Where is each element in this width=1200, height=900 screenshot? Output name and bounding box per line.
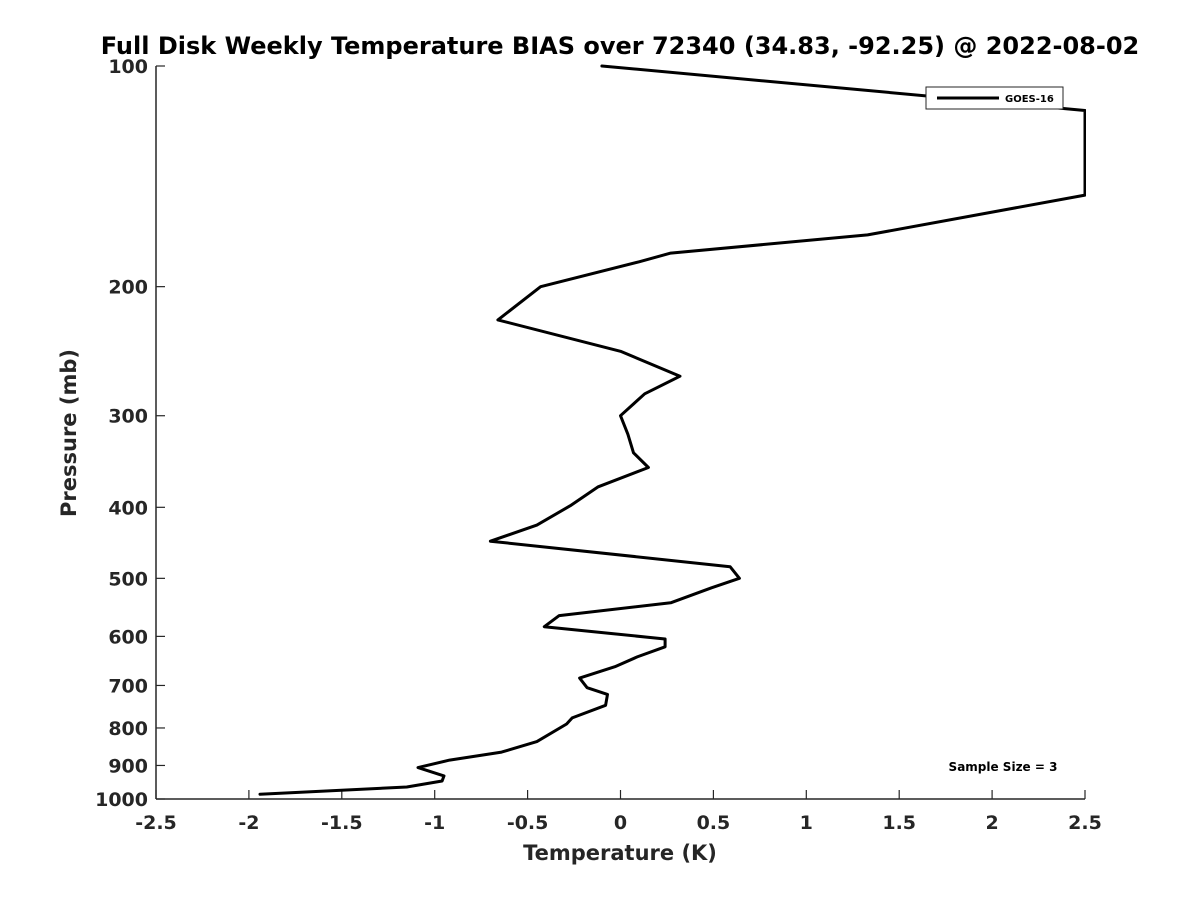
y-tick-label: 200: [108, 277, 148, 299]
x-tick-label: 0.5: [697, 812, 731, 834]
x-tick-label: 2.5: [1068, 812, 1102, 834]
chart-title: Full Disk Weekly Temperature BIAS over 7…: [101, 32, 1140, 60]
legend-label: GOES-16: [1005, 94, 1054, 105]
x-tick-label: 1: [800, 812, 813, 834]
x-tick-label: -1.5: [321, 812, 363, 834]
y-tick-label: 400: [108, 497, 148, 519]
sample-size-annotation: Sample Size = 3: [949, 760, 1058, 774]
x-tick-label: -2.5: [135, 812, 177, 834]
series-line-goes-16: [258, 64, 1086, 796]
x-tick-label: -2: [238, 812, 259, 834]
y-tick-label: 100: [108, 56, 148, 78]
x-axis-label: Temperature (K): [523, 841, 717, 865]
y-tick-label: 800: [108, 718, 148, 740]
y-tick-label: 700: [108, 675, 148, 697]
x-tick-label: 1.5: [882, 812, 916, 834]
x-tick-label: 2: [985, 812, 998, 834]
legend: GOES-16: [925, 86, 1064, 110]
y-tick-label: 900: [108, 755, 148, 777]
y-tick-label: 600: [108, 626, 148, 648]
x-tick-label: -0.5: [507, 812, 549, 834]
x-tick-label: 0: [614, 812, 627, 834]
y-tick-label: 300: [108, 406, 148, 428]
x-tick-label: -1: [424, 812, 445, 834]
y-tick-label: 1000: [95, 789, 148, 811]
y-tick-label: 500: [108, 568, 148, 590]
series-layer: [258, 64, 1086, 796]
axes: -2.5 -2 -1.5 -1 -0.5 0 0.5 1 1.5 2 2.5 100 200 300 400…: [95, 56, 1102, 834]
y-axis-label: Pressure (mb): [57, 349, 81, 517]
